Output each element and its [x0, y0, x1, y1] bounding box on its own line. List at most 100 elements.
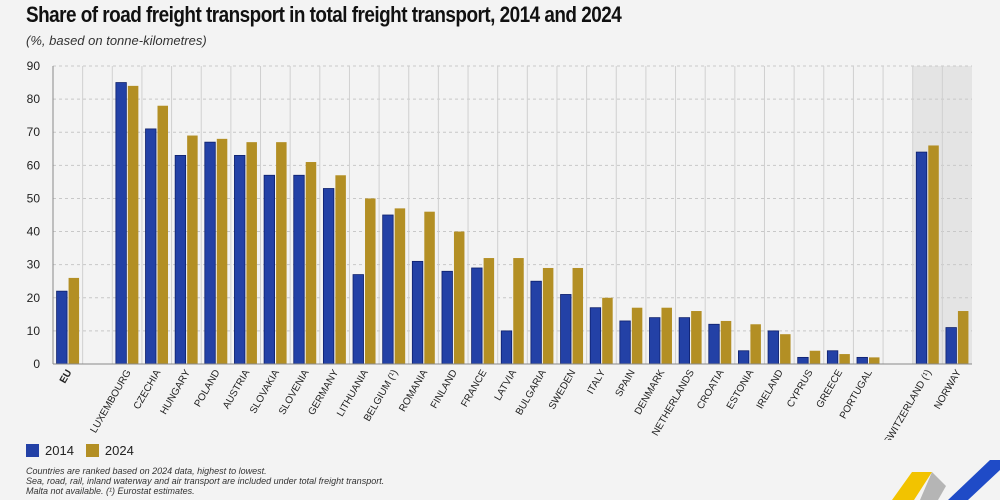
bar-2024: [305, 162, 317, 364]
x-tick-label: IRELAND: [755, 368, 786, 411]
bar-2024: [335, 175, 346, 364]
bar-chart: 0 10 20 30 40 50 60 70 80 90 EU LUXEMBOURGCZECHIAHU…: [27, 59, 972, 440]
x-tick-label: FRANCE: [459, 368, 489, 409]
bar-2014: [115, 82, 127, 365]
x-tick-label: EU: [58, 368, 74, 386]
x-tick-label: SLOVAKIA: [248, 368, 282, 416]
bar-2024: [246, 142, 257, 364]
bar-2024: [394, 208, 406, 364]
bar-2014: [767, 330, 779, 365]
y-tick-label: 70: [27, 125, 41, 139]
bar-2014: [678, 317, 691, 365]
footnote-estimates: Malta not available. (¹) Eurostat estima…: [26, 486, 195, 496]
bar-2014: [560, 294, 572, 365]
x-tick-label: CROATIA: [695, 368, 727, 412]
x-tick-label: DENMARK: [633, 368, 668, 417]
x-tick-label: LATVIA: [493, 368, 520, 403]
bar-2014: [500, 330, 513, 365]
legend: 2014 2024: [26, 443, 146, 458]
axes: [52, 66, 972, 365]
bar-2024: [187, 135, 198, 364]
logo-grey-stripe: [920, 472, 946, 500]
bar-2014: [352, 274, 364, 365]
x-tick-label: SWITZERLAND (¹): [882, 368, 934, 440]
bar-2024: [68, 277, 80, 364]
bar-2024: [276, 142, 287, 364]
legend-label-2024: 2024: [104, 443, 134, 458]
bar-2014: [293, 174, 305, 365]
chart-title: Share of road freight transport in total…: [26, 2, 622, 27]
y-tick-label: 60: [27, 158, 41, 172]
bar-2014: [826, 350, 839, 365]
y-tick-label: 0: [33, 357, 40, 371]
bar-2014: [856, 356, 868, 365]
x-tick-label: FINLAND: [429, 368, 460, 411]
bar-2024: [661, 307, 672, 364]
eurostat-logo: [892, 460, 1000, 500]
bar-2014: [530, 280, 542, 365]
x-tick-label: CZECHIA: [132, 368, 164, 412]
footnote-modes: Sea, road, rail, inland waterway and air…: [26, 476, 385, 486]
bar-2014: [234, 154, 246, 365]
bar-2024: [453, 231, 465, 364]
x-tick-label: NORWAY: [932, 368, 964, 412]
logo-blue-stripe: [948, 460, 1000, 500]
bar-2014: [56, 290, 68, 365]
y-tick-label: 90: [27, 59, 41, 73]
legend-label-2014: 2014: [45, 443, 74, 458]
y-tick-label: 10: [27, 324, 41, 338]
bar-2014: [589, 307, 602, 365]
x-tick-label: CYPRUS: [785, 368, 816, 410]
bar-2014: [322, 188, 335, 365]
y-tick-label: 40: [27, 225, 41, 239]
y-tick-label: 30: [27, 258, 41, 272]
bar-2014: [411, 260, 424, 365]
x-tick-label: ESTONIA: [725, 368, 757, 412]
bar-2024: [720, 320, 732, 364]
bar-2014: [619, 320, 631, 365]
bar-2024: [957, 311, 969, 364]
x-tick-label: ITALY: [585, 368, 608, 397]
bar-2014: [145, 128, 157, 365]
bar-2024: [691, 311, 702, 364]
bar-2014: [797, 356, 809, 365]
footnotes: Countries are ranked based on 2024 data,…: [26, 466, 384, 496]
x-tick-label: ROMANIA: [397, 368, 430, 414]
bar-2024: [839, 354, 850, 364]
bar-2014: [649, 317, 661, 365]
bar-2024: [750, 324, 761, 364]
x-tick-label: GREECE: [815, 368, 846, 410]
bar-2024: [513, 258, 524, 364]
bar-2014: [915, 151, 928, 365]
x-tick-label: SLOVENIA: [277, 368, 312, 417]
x-tick-label: SWEDEN: [547, 368, 578, 412]
bar-2024: [809, 350, 821, 364]
legend-swatch-2014: [26, 444, 39, 457]
x-tick-label: AUSTRIA: [221, 368, 252, 411]
bar-2024: [928, 145, 939, 364]
logo-yellow-stripe: [892, 472, 932, 500]
bar-2024: [157, 105, 169, 364]
bar-2014: [204, 141, 216, 365]
bar-2024: [216, 138, 228, 364]
bar-2014: [263, 174, 275, 365]
bar-2014: [471, 267, 483, 365]
bar-2024: [631, 307, 643, 364]
legend-item-2014: 2014: [26, 443, 74, 458]
bar-2024: [365, 198, 376, 364]
bar-2014: [738, 350, 750, 365]
x-tick-label: SPAIN: [614, 368, 638, 399]
bar-2024: [127, 85, 139, 364]
legend-swatch-2024: [85, 444, 99, 457]
chart-subtitle: (%, based on tonne-kilometres): [26, 33, 207, 48]
footnote-ranking: Countries are ranked based on 2024 data,…: [26, 466, 267, 476]
bar-2024: [542, 267, 554, 364]
bar-2014: [174, 154, 187, 365]
bar-2014: [441, 270, 453, 365]
bar-2024: [424, 211, 435, 364]
gridlines: [53, 65, 972, 364]
x-tick-label: HUNGARY: [159, 368, 194, 417]
bar-2024: [572, 267, 584, 364]
bar-2014: [708, 323, 720, 365]
x-tick-label: BULGARIA: [514, 368, 549, 418]
